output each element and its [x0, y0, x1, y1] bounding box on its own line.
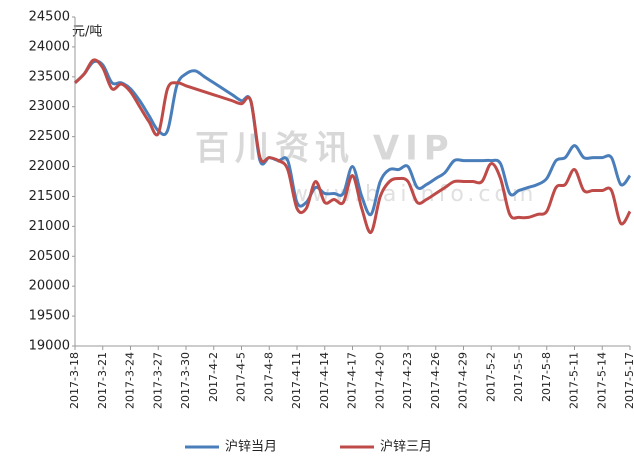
- series-line: [73, 58, 632, 234]
- y-tick-label: 23000: [29, 99, 70, 114]
- x-tick-label: 2017-4-20: [373, 352, 386, 409]
- x-tick-label: 2017-4-8: [262, 352, 275, 402]
- watermark: 百川资讯 VIP: [195, 129, 455, 169]
- y-tick-label: 22500: [29, 129, 70, 144]
- x-tick-label: 2017-4-14: [318, 352, 331, 409]
- y-tick-label: 19500: [29, 309, 70, 324]
- x-tick-label: 2017-4-26: [429, 352, 442, 409]
- y-tick-label: 19000: [29, 339, 70, 354]
- x-tick-label: 2017-3-24: [124, 352, 137, 409]
- x-tick-label: 2017-4-23: [401, 352, 414, 409]
- x-tick-label: 2017-4-17: [346, 352, 359, 409]
- x-tick-label: 2017-4-29: [457, 352, 470, 409]
- series-line: [73, 59, 632, 217]
- x-tick-label: 2017-5-5: [512, 352, 525, 402]
- y-tick-label: 24000: [29, 39, 70, 54]
- x-tick-label: 2017-3-21: [96, 352, 109, 409]
- y-tick-label: 24500: [29, 10, 70, 25]
- x-tick-label: 2017-3-18: [68, 352, 81, 409]
- y-tick-label: 23500: [29, 69, 70, 84]
- y-tick-label: 20500: [29, 249, 70, 264]
- y-tick-label: 21500: [29, 189, 70, 204]
- x-tick-label: 2017-3-27: [151, 352, 164, 409]
- x-tick-label: 2017-4-2: [207, 352, 220, 402]
- x-tick-label: 2017-3-30: [179, 352, 192, 409]
- x-tick-label: 2017-5-14: [595, 352, 608, 409]
- x-tick-label: 2017-5-17: [623, 352, 634, 409]
- y-tick-label: 20000: [29, 279, 70, 294]
- y-tick-label: 22000: [29, 159, 70, 174]
- x-tick-label: 2017-4-11: [290, 352, 303, 409]
- x-tick-label: 2017-4-5: [235, 352, 248, 402]
- y-tick-label: 21000: [29, 219, 70, 234]
- legend-label: 沪锌三月: [380, 439, 432, 455]
- y-axis-label: 元/吨: [72, 25, 102, 40]
- x-tick-label: 2017-5-8: [540, 352, 553, 402]
- legend-label: 沪锌当月: [225, 439, 277, 455]
- x-tick-label: 2017-5-11: [568, 352, 581, 409]
- x-tick-label: 2017-5-2: [484, 352, 497, 402]
